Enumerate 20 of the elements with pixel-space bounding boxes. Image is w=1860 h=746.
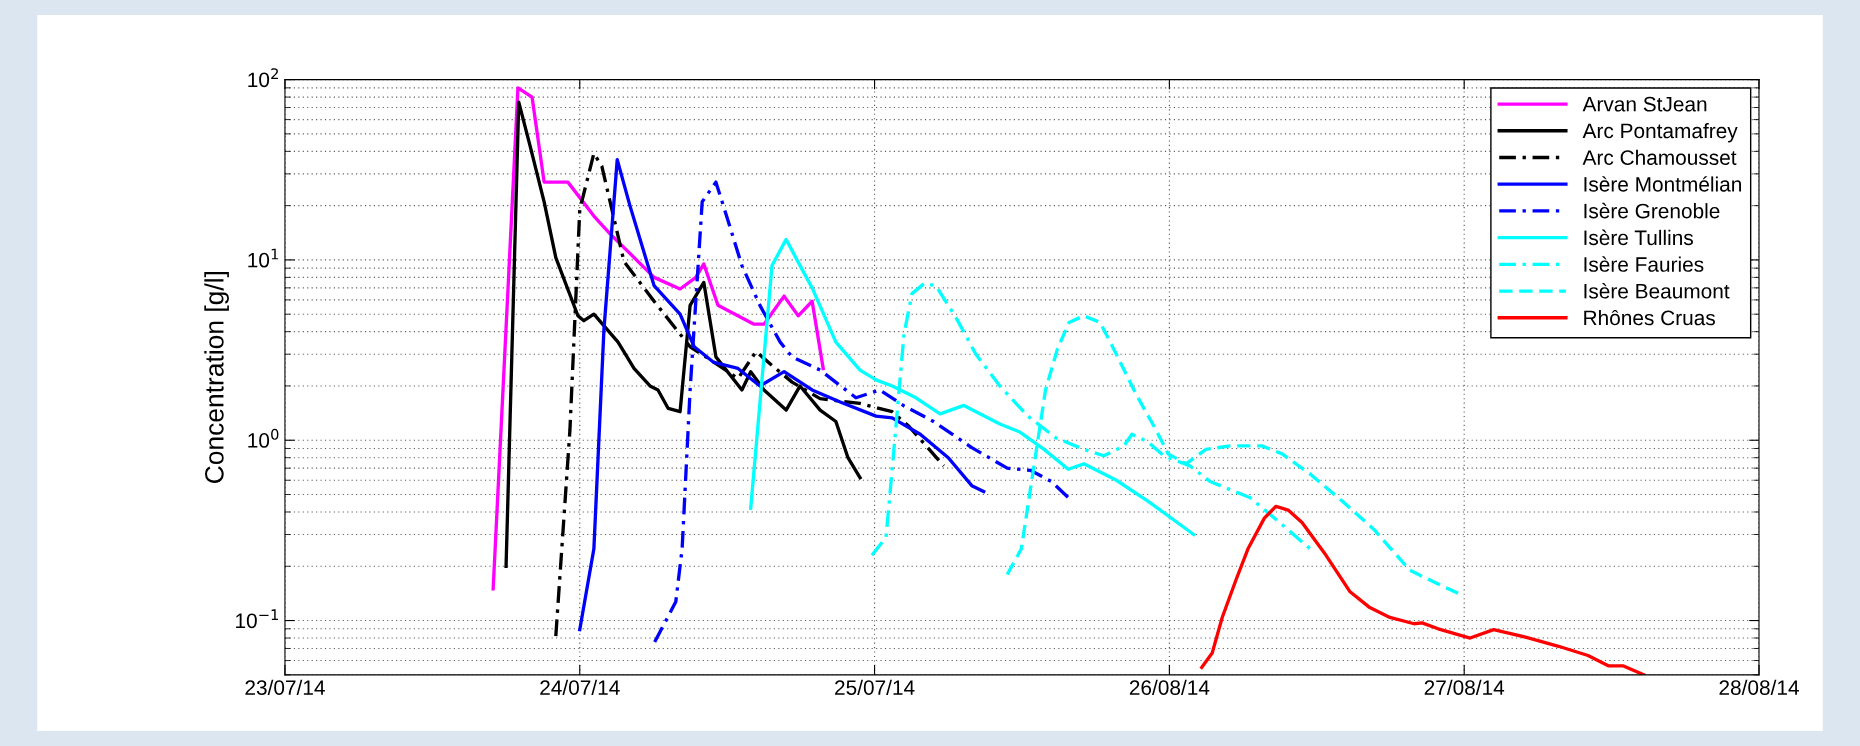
legend-label: Isère Beaumont xyxy=(1584,283,1730,299)
legend-label: Isère Tullins xyxy=(1584,229,1693,246)
legend-label: Arvan StJean xyxy=(1582,96,1707,112)
x-tick-label: 27/08/14 xyxy=(1424,679,1505,695)
legend-label: Arc Pontamafrey xyxy=(1582,123,1738,143)
y-tick-label: 10$^{−1}$ xyxy=(236,609,278,629)
legend-label: Isère Grenoble xyxy=(1584,202,1720,219)
legend-label: Isère Montmélian xyxy=(1584,176,1741,192)
x-tick-label: 28/08/14 xyxy=(1719,679,1799,695)
legend-label: Rhônes Cruas xyxy=(1584,309,1715,326)
legend-label: Arc Chamousset xyxy=(1582,149,1737,165)
y-tick-label: 10$^{2}$ xyxy=(248,68,278,88)
y-tick-label: 10$^{1}$ xyxy=(248,248,279,268)
y-tick-label: 10$^{0}$ xyxy=(248,428,279,448)
x-tick-label: 23/07/14 xyxy=(245,679,325,695)
legend-label: Isère Fauries xyxy=(1584,256,1704,272)
x-tick-label: 24/07/14 xyxy=(540,679,620,695)
y-axis-title: Concentration [g/l] xyxy=(204,272,229,483)
x-tick-label: 25/07/14 xyxy=(835,679,915,695)
x-tick-label: 26/08/14 xyxy=(1129,679,1210,695)
